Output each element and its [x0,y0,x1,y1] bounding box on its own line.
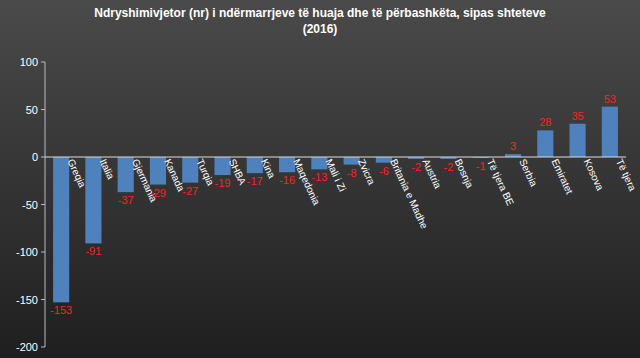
bar [570,124,586,157]
tick [41,62,45,63]
category-label: Kosova [582,157,606,192]
bar [214,157,230,175]
bar [85,157,101,243]
tick-label: -50 [22,199,38,211]
data-label: -29 [150,187,166,199]
bar [537,130,553,157]
data-label: -6 [379,165,389,177]
category-label: Zvicra [356,157,378,187]
data-label: 3 [510,140,516,152]
tick [41,204,45,205]
tick-label: -200 [16,341,38,353]
tick-label: 100 [20,56,38,68]
bar [53,157,69,302]
tick-label: -150 [16,294,38,306]
data-label: -13 [311,171,327,183]
category-label: Emiratet [549,157,575,196]
data-label: -1 [476,160,486,172]
category-label: Serbia [517,157,539,188]
data-label: -91 [85,245,101,257]
data-label: 28 [539,116,551,128]
data-label: 53 [604,93,616,105]
subtitle: (2016) [303,22,338,36]
data-label: -37 [118,194,134,206]
data-label: -19 [215,177,231,189]
tick [41,157,45,158]
data-label: -17 [247,175,263,187]
bar [602,107,618,157]
bars [53,107,618,303]
data-label: -27 [182,185,198,197]
category-label: Të tjera [614,157,638,193]
x-axis [45,157,626,158]
category-label: Turqia [194,157,216,187]
tick [41,347,45,348]
tick-label: -100 [16,246,38,258]
title: Ndryshimivjetor (nr) i ndërmarrjeve të h… [94,6,546,20]
data-label: -16 [279,174,295,186]
category-label: Greqia [65,157,88,189]
category-label: Bosnja [453,157,476,190]
data-label: -2 [444,161,454,173]
data-label: -8 [347,167,357,179]
data-label: -153 [50,304,72,316]
y-axis [45,62,46,347]
tick-label: 50 [26,104,38,116]
category-label: Italia [98,157,117,181]
category-label: Austria [420,157,443,190]
data-label: -2 [411,161,421,173]
bar [247,157,263,173]
tick [41,299,45,300]
data-label: 35 [571,110,583,122]
chart: Ndryshimivjetor (nr) i ndërmarrjeve të h… [0,0,640,358]
tick [41,252,45,253]
category-label: Të tjera BE [485,157,516,207]
tick [41,109,45,110]
tick-label: 0 [32,151,38,163]
